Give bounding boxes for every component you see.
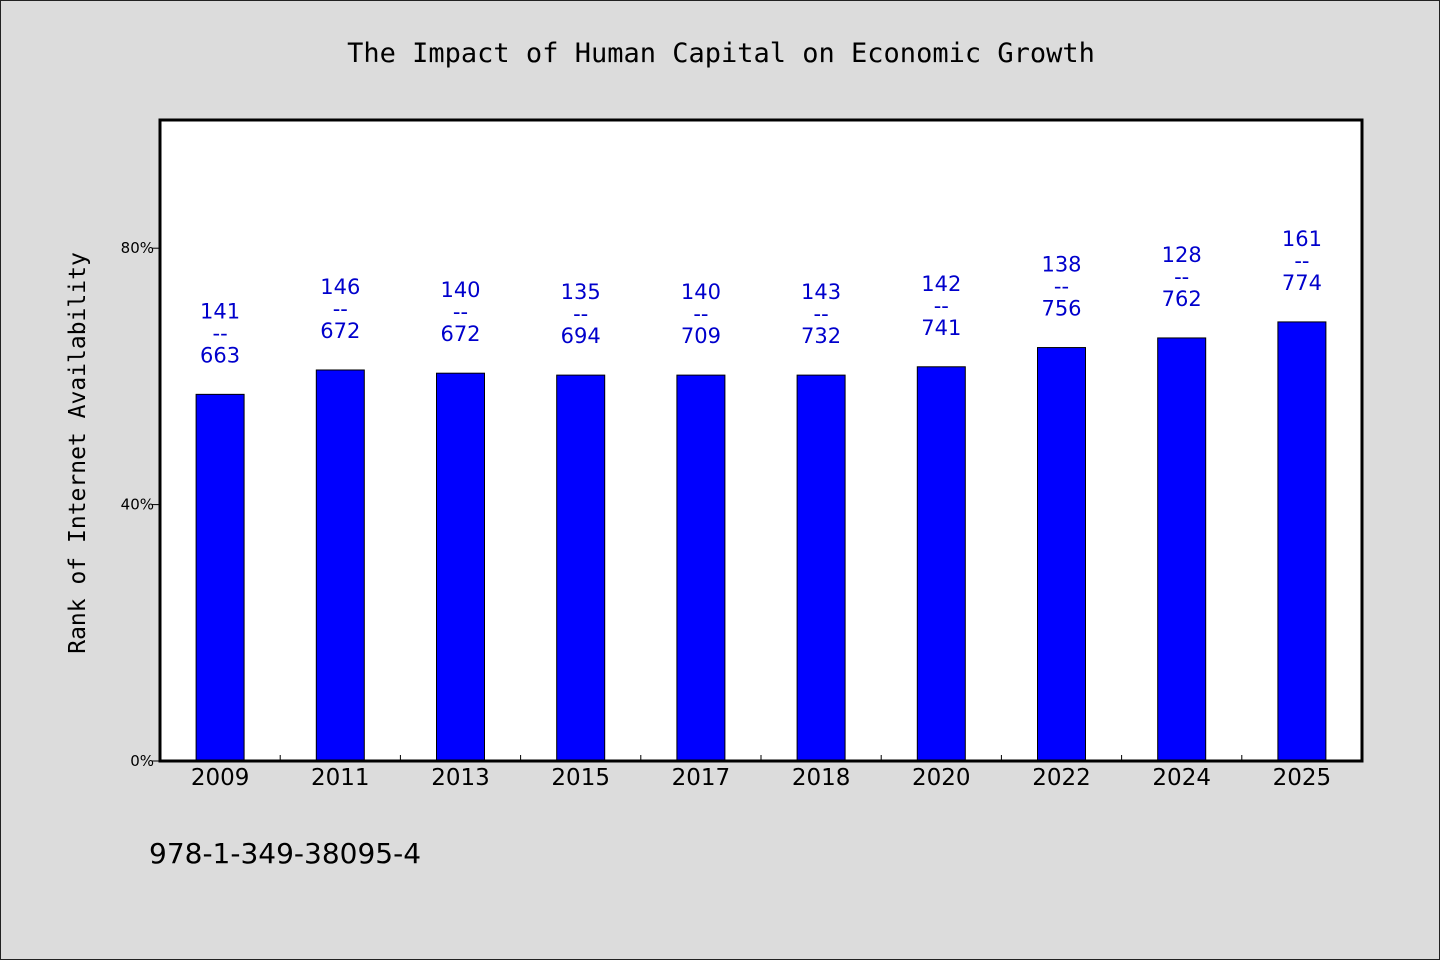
x-tick-label-2013: 2013	[431, 765, 490, 791]
data-label-2022-line-2: --	[1054, 275, 1069, 299]
data-label-2009-line-1: 141	[200, 299, 240, 323]
data-label-2017-line-2: --	[693, 302, 708, 326]
bar-2009	[195, 393, 245, 762]
x-tick-label-2018: 2018	[792, 765, 851, 791]
bar-2013	[436, 372, 485, 762]
data-label-2013-line-2: --	[453, 300, 468, 324]
x-tick-label-2022: 2022	[1032, 765, 1091, 791]
data-label-2022-line-3: 756	[1041, 297, 1081, 321]
data-label-2013-line-3: 672	[440, 322, 480, 346]
y-tick-label-0: 0%	[130, 752, 154, 770]
data-label-2017-line-1: 140	[681, 280, 721, 304]
data-label-2018-line-1: 143	[801, 280, 841, 304]
bar-2025	[1277, 321, 1327, 762]
bar-2024	[1157, 337, 1207, 762]
y-axis: 0% 40% 80%	[121, 239, 160, 770]
data-label-2025-line-2: --	[1294, 249, 1309, 273]
y-tick-label-80: 80%	[121, 239, 154, 257]
data-label-2025-line-3: 774	[1282, 271, 1322, 295]
x-tick-label-2020: 2020	[912, 765, 971, 791]
data-label-2020-line-2: --	[934, 294, 949, 318]
x-axis: 2009 2011 2013 2015 2017 2018 2020 2022 2024 2025	[191, 755, 1331, 791]
bar-2015	[556, 374, 606, 762]
bar-2011	[315, 369, 365, 762]
x-tick-label-2024: 2024	[1152, 765, 1211, 791]
data-label-2015-line-2: --	[573, 302, 588, 326]
x-tick-label-2015: 2015	[551, 765, 610, 791]
data-label-2017-line-3: 709	[681, 324, 721, 348]
data-label-2011-line-2: --	[333, 297, 348, 321]
bar-2017	[676, 374, 726, 762]
data-label-2011-line-1: 146	[320, 275, 360, 299]
y-tick-label-40: 40%	[121, 496, 154, 514]
data-label-2024-line-2: --	[1174, 265, 1189, 289]
x-tick-label-2017: 2017	[672, 765, 731, 791]
data-labels-group: 141--663146--672140--672135--694140--709…	[200, 227, 1322, 367]
data-label-2020-line-3: 741	[921, 316, 961, 340]
data-label-2024-line-1: 128	[1162, 243, 1202, 267]
data-label-2009-line-3: 663	[200, 343, 240, 367]
data-label-2018-line-3: 732	[801, 324, 841, 348]
data-label-2009-line-2: --	[213, 321, 228, 345]
data-label-2025-line-1: 161	[1282, 227, 1322, 251]
data-label-2015-line-3: 694	[561, 324, 601, 348]
chart-title: The Impact of Human Capital on Economic …	[347, 38, 1095, 69]
data-label-2022-line-1: 138	[1041, 253, 1081, 277]
plot-border	[158, 118, 1364, 763]
x-tick-label-2009: 2009	[191, 765, 250, 791]
y-axis-title: Rank of Internet Availability	[65, 252, 91, 654]
data-label-2013-line-1: 140	[440, 278, 480, 302]
bar-2018	[796, 374, 846, 762]
bars-group	[195, 321, 1327, 762]
x-tick-label-2025: 2025	[1273, 765, 1332, 791]
x-tick-label-2011: 2011	[311, 765, 370, 791]
data-label-2011-line-3: 672	[320, 319, 360, 343]
isbn-text: 978-1-349-38095-4	[149, 837, 421, 870]
data-label-2015-line-1: 135	[561, 280, 601, 304]
bar-2022	[1037, 347, 1086, 762]
data-label-2020-line-1: 142	[921, 272, 961, 296]
data-label-2018-line-2: --	[814, 302, 829, 326]
data-label-2024-line-3: 762	[1162, 287, 1202, 311]
bar-2020	[916, 366, 966, 762]
